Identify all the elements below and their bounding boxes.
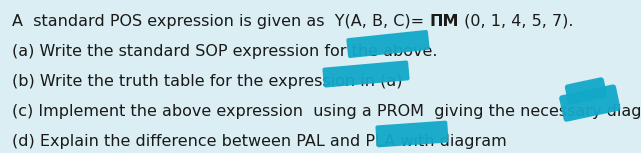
FancyBboxPatch shape (376, 121, 449, 147)
Text: (d) Explain the difference between PAL and PLA with diagram: (d) Explain the difference between PAL a… (12, 134, 507, 149)
FancyBboxPatch shape (322, 60, 410, 88)
Text: ΠM: ΠM (429, 14, 459, 29)
Text: (c) Implement the above expression  using a PROM  giving the necessary diagrams.: (c) Implement the above expression using… (12, 104, 641, 119)
FancyBboxPatch shape (559, 84, 620, 122)
Text: A  standard POS expression is given as  Y(A, B, C)=: A standard POS expression is given as Y(… (12, 14, 429, 29)
Text: (0, 1, 4, 5, 7).: (0, 1, 4, 5, 7). (459, 14, 573, 29)
FancyBboxPatch shape (346, 30, 429, 58)
Text: (a) Write the standard SOP expression for the above.: (a) Write the standard SOP expression fo… (12, 44, 438, 59)
Text: (b) Write the truth table for the expression in (a): (b) Write the truth table for the expres… (12, 74, 403, 89)
FancyBboxPatch shape (565, 77, 607, 104)
